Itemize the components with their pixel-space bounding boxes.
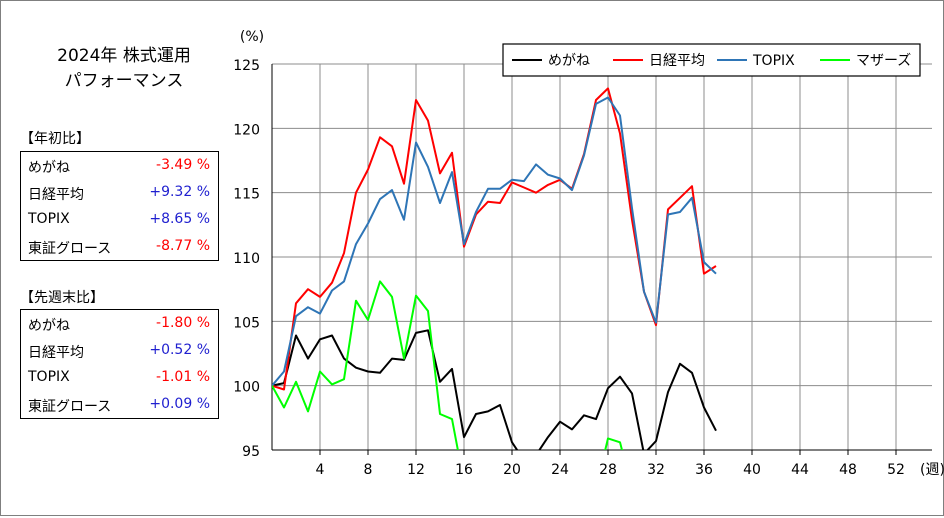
weekly-table: めがね -1.80 % 日経平均 +0.52 % TOPIX -1.01 % 東…	[20, 309, 219, 419]
ytd-table: めがね -3.49 % 日経平均 +9.32 % TOPIX +8.65 % 東…	[20, 151, 219, 261]
ytd-row-name: めがね	[28, 160, 70, 176]
ytd-label: 【年初比】	[20, 131, 90, 147]
ytd-row-value: -8.77 %	[156, 238, 210, 254]
ytd-row: 日経平均 +9.32 %	[21, 179, 218, 206]
chart-title: 2024年 株式運用 パフォーマンス	[34, 44, 214, 94]
legend-label: めがね	[548, 53, 590, 69]
ytd-row-value: +9.32 %	[149, 184, 210, 200]
x-tick-label: 48	[839, 462, 857, 478]
y-tick-label: 95	[242, 444, 260, 460]
ytd-row-value: +8.65 %	[149, 211, 210, 227]
series-line	[272, 329, 717, 450]
series-line	[272, 87, 717, 391]
weekly-row-name: 東証グロース	[28, 399, 112, 415]
weekly-row-name: めがね	[28, 318, 70, 334]
x-tick-label: 32	[647, 462, 665, 478]
y-tick-label: 115	[233, 187, 260, 203]
weekly-row-name: 日経平均	[28, 345, 84, 361]
series-line	[272, 96, 717, 387]
weekly-row: 日経平均 +0.52 %	[21, 337, 218, 364]
legend-label: マザーズ	[856, 53, 911, 69]
y-tick-label: 105	[233, 315, 260, 331]
x-tick-label: 44	[791, 462, 809, 478]
weekly-row-name: TOPIX	[28, 369, 70, 385]
y-tick-label: 125	[233, 58, 260, 74]
weekly-row-value: -1.01 %	[156, 369, 210, 385]
y-tick-label: 110	[233, 251, 260, 267]
legend-box	[502, 43, 921, 77]
weekly-row: めがね -1.80 %	[21, 310, 218, 337]
weekly-row-value: +0.52 %	[149, 342, 210, 358]
ytd-row: めがね -3.49 %	[21, 152, 218, 179]
weekly-row: 東証グロース +0.09 %	[21, 391, 218, 418]
title-line-1: 2024年 株式運用	[57, 46, 191, 66]
ytd-row: TOPIX +8.65 %	[21, 206, 218, 233]
x-tick-label: 20	[503, 462, 521, 478]
x-tick-label: 8	[364, 462, 373, 478]
x-tick-label: 12	[407, 462, 425, 478]
y-axis-unit-label: (%)	[240, 29, 264, 45]
y-tick-label: 100	[233, 380, 260, 396]
x-tick-label: 28	[599, 462, 617, 478]
ytd-row-name: TOPIX	[28, 211, 70, 227]
x-tick-label: 16	[455, 462, 473, 478]
x-axis-unit-label: (週)	[920, 462, 944, 478]
legend-label: 日経平均	[649, 53, 705, 69]
x-tick-label: 24	[551, 462, 569, 478]
weekly-row: TOPIX -1.01 %	[21, 364, 218, 391]
x-tick-label: 52	[887, 462, 905, 478]
ytd-row: 東証グロース -8.77 %	[21, 233, 218, 260]
x-tick-label: 4	[316, 462, 325, 478]
ytd-row-value: -3.49 %	[156, 157, 210, 173]
weekly-row-value: -1.80 %	[156, 315, 210, 331]
ytd-row-name: 日経平均	[28, 187, 84, 203]
title-line-2: パフォーマンス	[64, 71, 184, 91]
weekly-label: 【先週末比】	[20, 290, 104, 306]
x-tick-label: 36	[695, 462, 713, 478]
series-line	[272, 280, 624, 450]
x-tick-label: 40	[743, 462, 761, 478]
legend-label: TOPIX	[752, 53, 795, 69]
weekly-row-value: +0.09 %	[149, 396, 210, 412]
y-tick-label: 120	[233, 122, 260, 138]
ytd-row-name: 東証グロース	[28, 241, 112, 257]
